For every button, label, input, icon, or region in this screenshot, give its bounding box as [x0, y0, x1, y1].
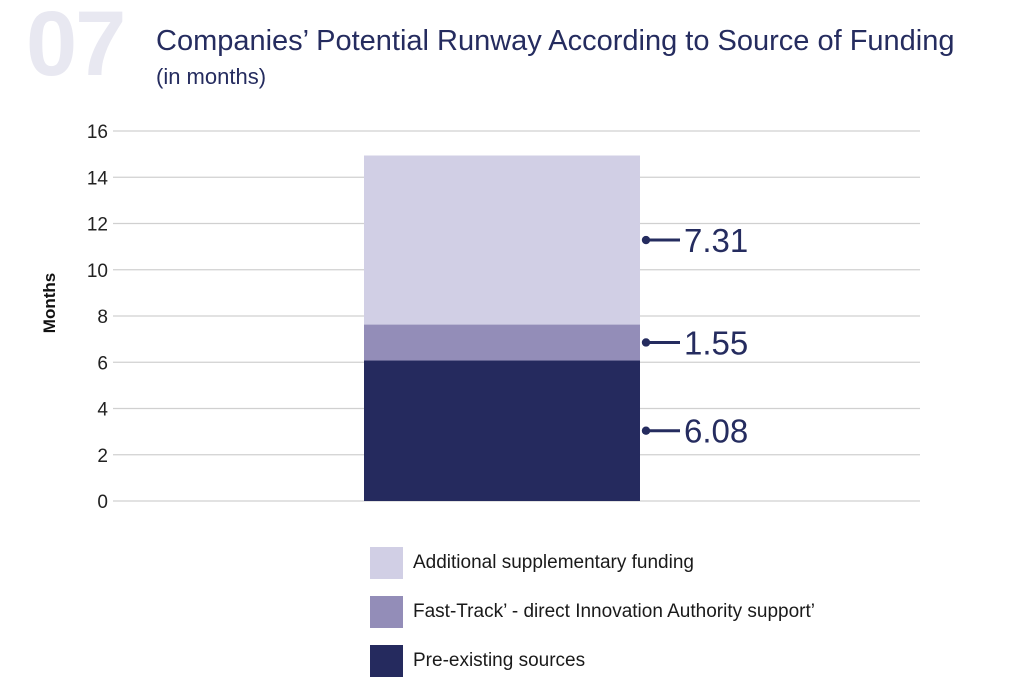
value-label-0: 6.08: [684, 413, 748, 450]
legend-swatch-fast-track: [370, 596, 403, 628]
bar-segment-1: [364, 324, 640, 361]
y-tick-label-2: 2: [97, 446, 108, 467]
value-label-2: 7.31: [684, 222, 748, 259]
bar-segment-0: [364, 360, 640, 501]
y-tick-label-6: 6: [97, 353, 108, 374]
value-label-1: 1.55: [684, 324, 748, 361]
legend-swatch-pre-existing: [370, 645, 403, 677]
section-number: 07: [26, 0, 126, 95]
legend-swatch-additional: [370, 547, 403, 579]
legend: Additional supplementary funding Fast-Tr…: [370, 547, 815, 694]
legend-label-additional: Additional supplementary funding: [413, 552, 694, 573]
y-tick-label-12: 12: [87, 215, 108, 236]
legend-label-pre-existing: Pre-existing sources: [413, 650, 586, 671]
chart-title-main: Companies’ Potential Runway According to…: [156, 25, 955, 57]
bar-segment-2: [364, 155, 640, 325]
y-tick-label-0: 0: [97, 492, 108, 513]
chart-title: Companies’ Potential Runway According to…: [156, 24, 956, 94]
y-tick-label-16: 16: [87, 122, 108, 143]
y-tick-label-10: 10: [87, 261, 108, 282]
y-tick-label-4: 4: [97, 400, 108, 421]
legend-label-fast-track: Fast-Track’ - direct Innovation Authorit…: [413, 601, 815, 622]
stacked-bar-chart: 0 2 4 6 8 10 12 14 16 6.08 1.55 7.31: [87, 122, 920, 513]
legend-item-fast-track: Fast-Track’ - direct Innovation Authorit…: [370, 596, 815, 628]
y-tick-label-14: 14: [87, 168, 109, 189]
y-tick-label-8: 8: [97, 307, 108, 328]
legend-item-additional: Additional supplementary funding: [370, 547, 815, 579]
legend-item-pre-existing: Pre-existing sources: [370, 645, 815, 677]
chart-title-sub: (in months): [156, 64, 267, 89]
